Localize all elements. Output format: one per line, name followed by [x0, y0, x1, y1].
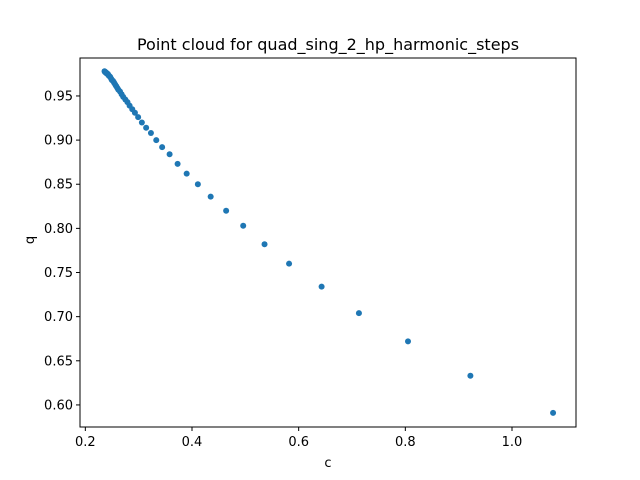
scatter-point — [356, 310, 362, 316]
scatter-point — [184, 171, 190, 177]
x-tick-label: 1.0 — [502, 435, 523, 450]
y-tick-label: 0.90 — [44, 134, 73, 149]
plot-frame — [80, 58, 576, 427]
scatter-point — [405, 338, 411, 344]
scatter-point — [148, 130, 154, 136]
x-tick-label: 0.8 — [395, 435, 416, 450]
scatter-point — [550, 410, 556, 416]
y-tick-label: 0.80 — [44, 222, 73, 237]
scatter-point — [223, 208, 229, 214]
y-tick-label: 0.70 — [44, 310, 73, 325]
scatter-point — [159, 144, 165, 150]
y-tick-label: 0.65 — [44, 354, 73, 369]
x-tick-label: 0.6 — [288, 435, 309, 450]
scatter-point — [175, 161, 181, 167]
chart-title: Point cloud for quad_sing_2_hp_harmonic_… — [137, 35, 519, 55]
scatter-point — [319, 284, 325, 290]
data-points — [102, 68, 557, 416]
y-tick-label: 0.85 — [44, 178, 73, 193]
scatter-point — [143, 125, 149, 131]
y-tick-label: 0.95 — [44, 89, 73, 104]
scatter-point — [153, 137, 159, 143]
x-tick-label: 0.2 — [75, 435, 96, 450]
y-tick-label: 0.75 — [44, 266, 73, 281]
scatter-point — [139, 119, 145, 125]
scatter-point — [195, 181, 201, 187]
scatter-point — [240, 223, 246, 229]
x-axis: 0.2 0.4 0.6 0.8 1.0 — [75, 427, 522, 450]
x-axis-label: c — [324, 456, 331, 471]
scatter-point — [208, 194, 214, 200]
y-tick-label: 0.60 — [44, 398, 73, 413]
scatter-point — [286, 261, 292, 267]
scatter-point — [262, 241, 268, 247]
y-axis-label: q — [23, 236, 38, 244]
x-tick-label: 0.4 — [182, 435, 203, 450]
scatter-point — [467, 373, 473, 379]
scatter-point — [167, 151, 173, 157]
scatter-point — [102, 68, 108, 74]
y-axis: 0.60 0.65 0.70 0.75 0.80 0.85 0.90 0.95 — [44, 89, 80, 413]
